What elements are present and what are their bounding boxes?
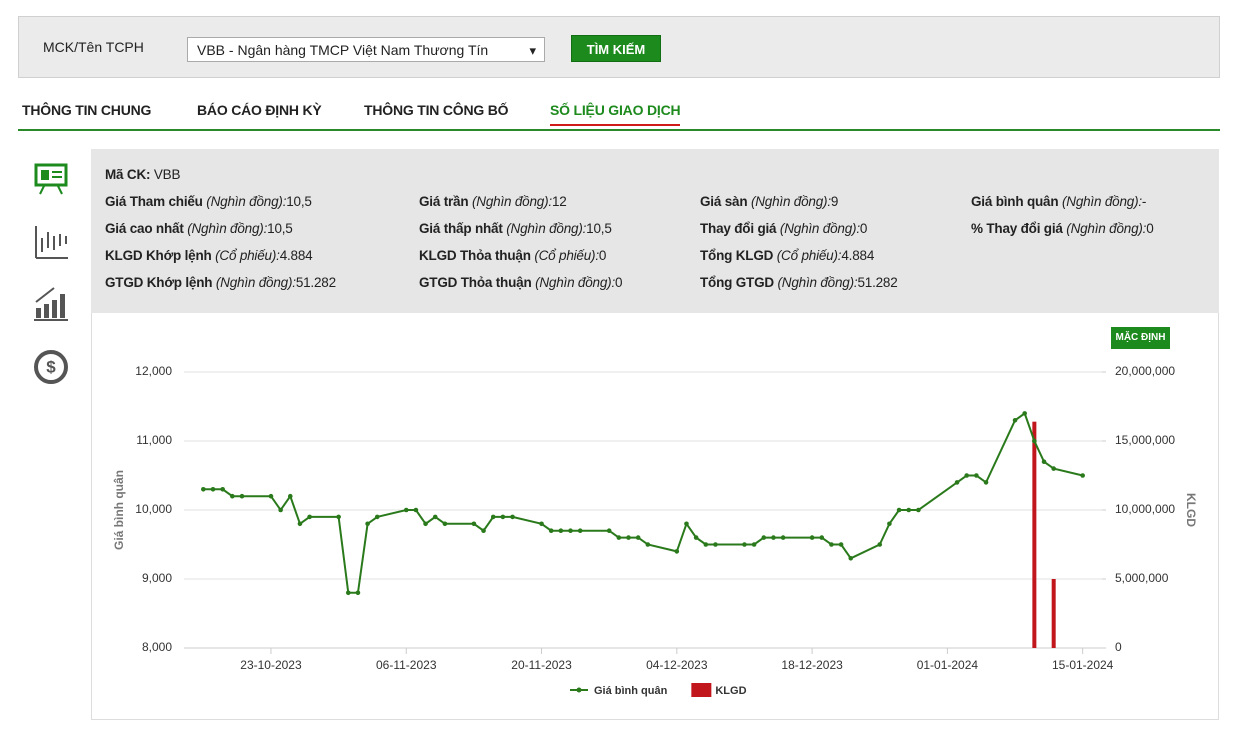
field-unit: (Nghìn đồng): [779,221,860,236]
field-unit: (Cổ phiếu): [215,248,280,263]
field-value: 51.282 [295,275,336,290]
field-unit: (Nghìn đồng): [206,194,287,209]
info-field: Giá sàn (Nghìn đồng):9 [700,194,838,209]
tab[interactable]: BÁO CÁO ĐỊNH KỲ [197,102,322,118]
code-label: Mã CK: [105,167,151,182]
code-row: Mã CK: VBB [105,167,181,182]
info-field: KLGD Khớp lệnh (Cổ phiếu):4.884 [105,248,313,263]
field-value: 4.884 [841,248,875,263]
field-label: % Thay đổi giá [971,221,1063,236]
field-unit: (Nghìn đồng): [1061,194,1142,209]
field-value: 0 [598,248,607,263]
svg-text:$: $ [46,357,56,376]
field-unit: (Cổ phiếu): [776,248,842,263]
finance-icon[interactable]: $ [34,350,68,384]
tab[interactable]: THÔNG TIN CHUNG [22,102,152,118]
field-value: 51.282 [857,275,898,290]
field-unit: (Nghìn đồng): [506,221,587,236]
field-label: GTGD Khớp lệnh [105,275,213,290]
field-unit: (Nghìn đồng): [215,275,296,290]
field-unit: (Nghìn đồng): [1066,221,1147,236]
search-panel: MCK/Tên TCPH VBB - Ngân hàng TMCP Việt N… [18,16,1220,78]
info-field: Thay đổi giá (Nghìn đồng):0 [700,221,867,236]
field-label: Giá cao nhất [105,221,184,236]
field-value: 0 [859,221,868,236]
info-field: Tổng KLGD (Cổ phiếu):4.884 [700,248,874,263]
field-unit: (Nghìn đồng): [471,194,552,209]
search-button[interactable]: TÌM KIẾM [571,35,661,62]
tab[interactable]: THÔNG TIN CÔNG BỐ [364,102,509,118]
info-field: Giá cao nhất (Nghìn đồng):10,5 [105,221,293,236]
info-field: Giá trần (Nghìn đồng):12 [419,194,567,209]
reset-button[interactable]: MẶC ĐỊNH [1111,327,1170,349]
info-field: % Thay đổi giá (Nghìn đồng):0 [971,221,1154,236]
field-value: 10,5 [586,221,612,236]
field-value: 0 [615,275,623,290]
field-value: 0 [1146,221,1154,236]
field-unit: (Cổ phiếu): [534,248,599,263]
field-value: 10,5 [286,194,312,209]
code-value: VBB [153,167,181,182]
field-label: Giá bình quân [971,194,1059,209]
field-label: Giá trần [419,194,469,209]
field-label: Giá thấp nhất [419,221,503,236]
field-value: 12 [551,194,567,209]
info-field: GTGD Thỏa thuận (Nghìn đồng):0 [419,275,623,290]
info-field: KLGD Thỏa thuận (Cổ phiếu):0 [419,248,606,263]
info-panel: Mã CK: VBB Giá Tham chiếu (Nghìn đồng):1… [91,149,1219,313]
stock-select[interactable]: VBB - Ngân hàng TMCP Việt Nam Thương Tín [187,37,545,63]
field-value: - [1141,194,1147,209]
field-unit: (Nghìn đồng): [777,275,858,290]
field-label: Thay đổi giá [700,221,777,236]
field-unit: (Nghìn đồng): [187,221,268,236]
board-icon[interactable] [34,163,68,195]
candle-icon[interactable] [35,226,68,259]
tab[interactable]: SỐ LIỆU GIAO DỊCH [550,102,681,126]
field-label: Tổng GTGD [700,275,774,290]
info-field: Giá bình quân (Nghìn đồng):- [971,194,1146,209]
field-value: 10,5 [267,221,293,236]
field-label: Giá Tham chiếu [105,194,203,209]
side-icons: $ [34,163,68,384]
field-unit: (Nghìn đồng): [750,194,831,209]
field-label: Tổng KLGD [700,248,774,263]
field-value: 4.884 [279,248,313,263]
field-unit: (Nghìn đồng): [535,275,616,290]
field-label: KLGD Khớp lệnh [105,248,212,263]
field-label: KLGD Thỏa thuận [419,248,531,263]
info-field: Tổng GTGD (Nghìn đồng):51.282 [700,275,898,290]
field-label: Giá sàn [700,194,748,209]
field-label: GTGD Thỏa thuận [419,275,532,290]
info-field: Giá Tham chiếu (Nghìn đồng):10,5 [105,194,312,209]
search-label: MCK/Tên TCPH [43,39,144,55]
field-value: 9 [830,194,839,209]
info-field: GTGD Khớp lệnh (Nghìn đồng):51.282 [105,275,336,290]
growth-icon[interactable] [34,287,68,321]
info-field: Giá thấp nhất (Nghìn đồng):10,5 [419,221,612,236]
tab-bar: THÔNG TIN CHUNG BÁO CÁO ĐỊNH KỲ THÔNG TIN … [18,96,1220,131]
chart-area [91,313,1219,720]
